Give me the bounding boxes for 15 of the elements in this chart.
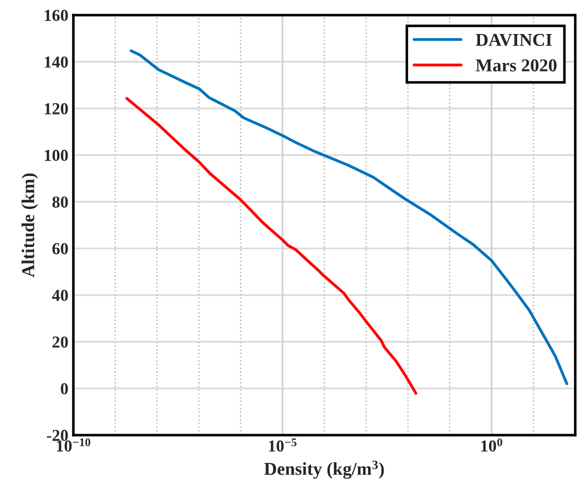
y-tick-label: 160 (44, 10, 68, 22)
y-tick-label: 40 (52, 290, 68, 302)
x-tick-label: 10$^{−5}$ (268, 438, 297, 452)
legend-label: DAVINCI (476, 34, 552, 46)
y-tick-label: 100 (44, 150, 68, 162)
y-tick-label: 120 (44, 103, 68, 114)
legend-label: Mars 2020 (476, 59, 557, 72)
x-axis-title: Density (kg/m$^{3}$) (264, 460, 384, 479)
y-tick-label: 0 (60, 383, 68, 394)
y-tick-label: 80 (52, 196, 68, 208)
y-axis-title: Altitude (km) (22, 173, 38, 278)
y-tick-label: 20 (52, 336, 68, 348)
y-tick-label: 60 (52, 243, 68, 254)
x-tick-label: 10$^{0}$ (481, 438, 502, 452)
y-tick-label: 140 (44, 56, 68, 68)
